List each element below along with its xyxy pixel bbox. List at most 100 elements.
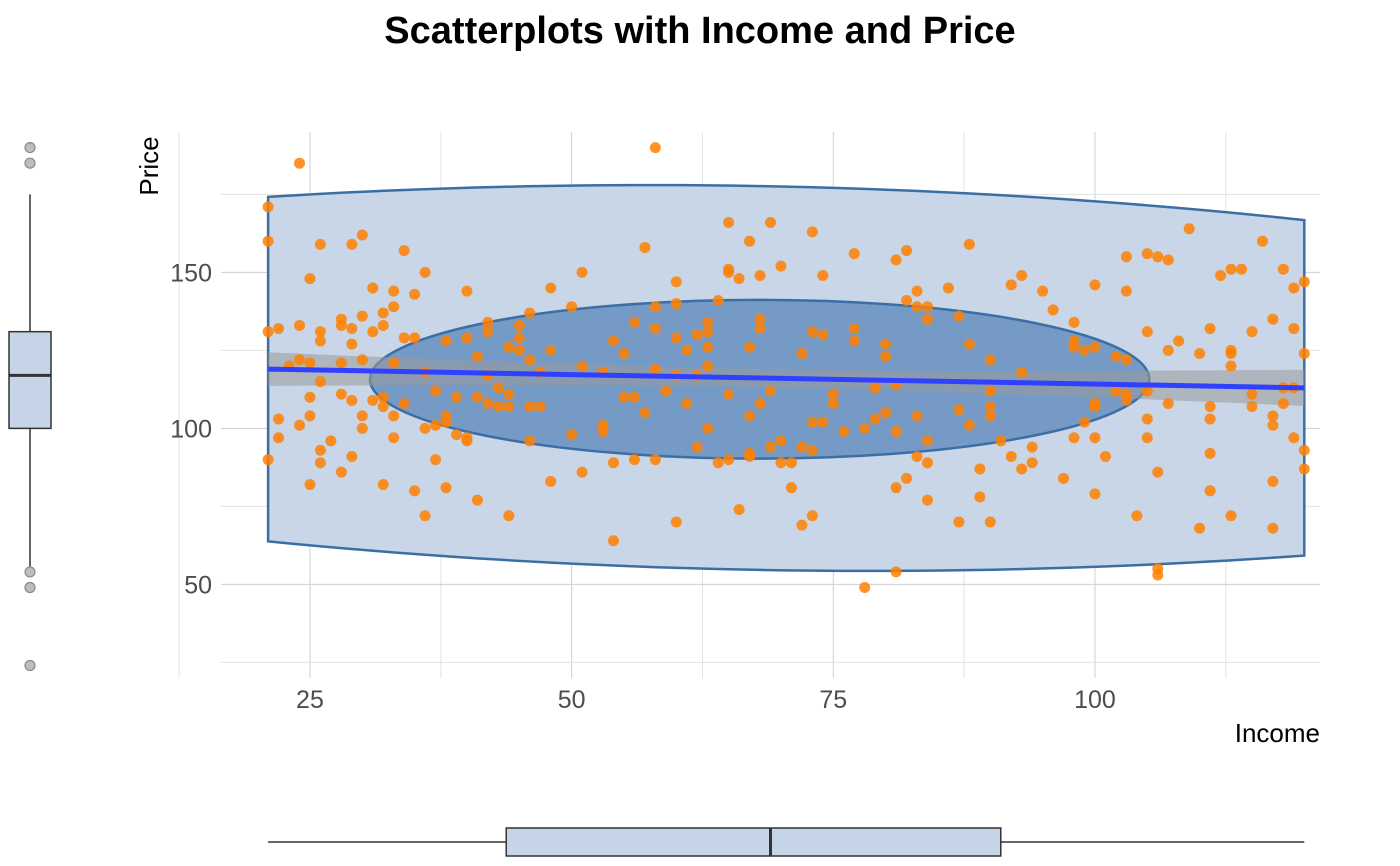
data-point [796, 519, 808, 531]
data-point [848, 335, 860, 347]
data-point [1089, 488, 1101, 500]
chart-title: Scatterplots with Income and Price [384, 10, 1015, 52]
data-point [639, 407, 651, 419]
data-point [869, 413, 881, 425]
data-point [461, 285, 473, 297]
data-point [628, 454, 640, 466]
data-point [670, 516, 682, 528]
data-point [1068, 432, 1080, 444]
data-point [1089, 401, 1101, 413]
data-point [524, 307, 536, 319]
data-point [314, 444, 326, 456]
data-point [608, 335, 619, 347]
data-point [367, 282, 379, 294]
data-point [1089, 432, 1101, 444]
y-axis-ticks: 50 100 150 [170, 259, 212, 599]
data-point [346, 450, 358, 462]
data-point [1204, 323, 1216, 335]
data-point [294, 419, 305, 431]
data-point [995, 435, 1007, 447]
data-point [984, 354, 996, 366]
data-point [451, 391, 462, 403]
data-point [356, 310, 368, 322]
data-point [1005, 279, 1017, 291]
data-point [974, 463, 986, 475]
data-point [1173, 335, 1185, 347]
data-point [1246, 388, 1258, 400]
data-point [471, 351, 483, 363]
data-point [1141, 326, 1153, 338]
data-point [806, 444, 818, 456]
data-point [618, 348, 630, 360]
data-point [712, 457, 724, 469]
data-point [691, 329, 703, 341]
data-point [388, 285, 400, 297]
data-point [451, 429, 462, 441]
y-boxplot-outlier [24, 659, 36, 672]
data-point [1215, 270, 1227, 282]
data-point [723, 454, 735, 466]
data-point [744, 235, 756, 247]
data-point [419, 510, 431, 522]
data-point [346, 394, 358, 406]
data-point [1141, 432, 1153, 444]
data-point [377, 319, 389, 331]
data-point [503, 510, 515, 522]
data-point [440, 416, 452, 428]
data-point [314, 457, 326, 469]
data-point [953, 516, 965, 528]
data-point [649, 454, 661, 466]
data-point [1246, 401, 1258, 413]
data-points [262, 142, 1310, 594]
data-point [576, 360, 588, 372]
data-point [388, 410, 400, 422]
data-point [461, 435, 473, 447]
data-point [1141, 385, 1153, 397]
data-point [806, 226, 818, 238]
data-point [890, 566, 902, 578]
data-point [670, 298, 682, 310]
data-point [388, 432, 400, 444]
data-point [1141, 413, 1153, 425]
data-point [461, 332, 473, 344]
data-point [723, 216, 735, 228]
data-point [1037, 285, 1049, 297]
data-point [1194, 348, 1206, 360]
data-point [890, 482, 902, 494]
data-point [566, 301, 578, 313]
data-point [335, 357, 347, 369]
data-point [294, 319, 305, 331]
data-point [388, 357, 400, 369]
data-point [890, 254, 902, 266]
data-point [785, 457, 797, 469]
y-boxplot-outlier [24, 581, 36, 594]
y-tick-label: 100 [170, 415, 212, 443]
data-point [1141, 248, 1153, 260]
data-point [1058, 472, 1070, 484]
data-point [984, 410, 996, 422]
data-point [1194, 522, 1206, 534]
data-point [304, 410, 316, 422]
data-point [398, 332, 410, 344]
data-point [775, 435, 787, 447]
data-point [534, 401, 546, 413]
data-point [1152, 569, 1164, 581]
data-point [377, 401, 389, 413]
data-point [1288, 282, 1300, 294]
y-boxplot-outlier [24, 566, 36, 578]
data-point [492, 382, 504, 394]
data-point [409, 332, 421, 344]
data-point [880, 407, 892, 419]
data-point [1246, 326, 1258, 338]
data-point [1152, 251, 1164, 263]
data-point [901, 294, 913, 306]
y-tick-label: 50 [184, 571, 212, 599]
data-point [440, 335, 452, 347]
data-point [1131, 510, 1143, 522]
data-point [377, 479, 389, 491]
data-point [1089, 341, 1101, 353]
data-point [1016, 463, 1028, 475]
data-point [1267, 522, 1279, 534]
data-point [608, 535, 619, 547]
